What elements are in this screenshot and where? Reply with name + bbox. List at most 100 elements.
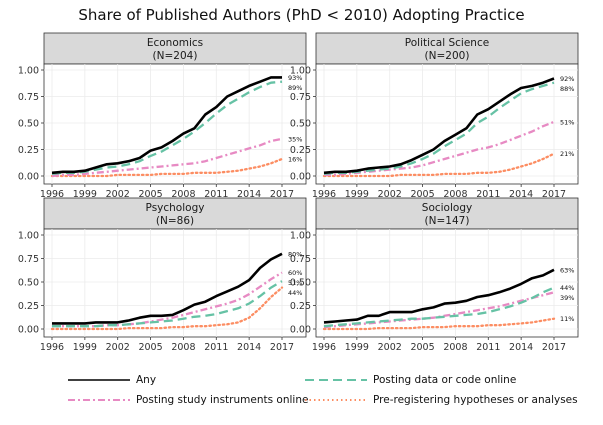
end-label-data: 89%: [288, 84, 302, 92]
x-tick-label: 2011: [476, 342, 500, 353]
y-tick-label: 0.00: [18, 172, 39, 183]
facet-chart: Economics(N=204) 0.00 0.25 0.50 0.75 1.00 1996…: [18, 32, 579, 353]
legend-label-prereg: Pre-registering hypotheses or analyses: [373, 394, 578, 406]
panel-economics: Economics(N=204) 0.00 0.25 0.50 0.75 1.00 1996…: [18, 32, 307, 200]
series-line-data: [323, 286, 555, 328]
facet-title: Economics: [147, 37, 203, 49]
facet-title: Psychology: [146, 202, 205, 214]
facet-strip: [43, 32, 307, 65]
end-label-prereg: 11%: [560, 315, 574, 323]
series-line-instruments: [51, 137, 283, 178]
end-label-any: 80%: [288, 250, 302, 258]
x-tick-label: 2014: [237, 189, 261, 200]
end-label-any: 63%: [560, 266, 574, 274]
end-label-prereg: 21%: [560, 150, 574, 158]
x-tick-label: 2002: [378, 189, 402, 200]
end-label-data: 88%: [560, 85, 574, 93]
x-tick-label: 1996: [40, 189, 64, 200]
x-tick-label: 1999: [345, 342, 369, 353]
legend: Any Posting data or code online Posting …: [0, 370, 603, 422]
y-tick-label: 1.00: [290, 66, 311, 77]
y-tick-label: 0.25: [18, 301, 39, 312]
x-tick-label: 2005: [410, 342, 434, 353]
y-tick-label: 0.00: [290, 325, 311, 336]
x-tick-label: 2008: [443, 342, 467, 353]
x-tick-label: 2005: [138, 189, 162, 200]
x-tick-label: 2014: [237, 342, 261, 353]
legend-label-data: Posting data or code online: [373, 374, 517, 386]
series-line-any: [52, 252, 283, 325]
x-tick-label: 2011: [204, 189, 228, 200]
y-tick-label: 0.75: [18, 92, 39, 103]
legend-item-any: Any: [68, 374, 156, 386]
x-tick-label: 2005: [138, 342, 162, 353]
x-tick-label: 1999: [73, 342, 97, 353]
y-tick-label: 1.00: [290, 231, 311, 242]
panel-sociology: Sociology(N=147) 0.00 0.25 0.50 0.75 1.00 1996…: [290, 197, 579, 353]
facet-subtitle: (N=200): [425, 50, 470, 62]
x-tick-label: 2011: [204, 342, 228, 353]
series-line-prereg: [50, 157, 284, 178]
legend-swatch-data: [305, 379, 367, 381]
x-tick-label: 2017: [542, 189, 566, 200]
series-line-data: [51, 80, 283, 176]
x-tick-label: 2005: [410, 189, 434, 200]
y-tick-label: 0.00: [18, 325, 39, 336]
x-tick-label: 2017: [270, 342, 294, 353]
x-tick-label: 2017: [542, 342, 566, 353]
legend-label-any: Any: [136, 374, 157, 386]
x-tick-label: 1996: [40, 342, 64, 353]
y-tick-label: 0.25: [290, 145, 311, 156]
x-tick-label: 2002: [106, 342, 130, 353]
legend-swatch-any: [68, 379, 130, 381]
chart-title: Share of Published Authors (PhD < 2010) …: [78, 6, 525, 24]
legend-label-instruments: Posting study instruments online: [136, 394, 309, 406]
end-label-any: 93%: [288, 74, 302, 82]
y-tick-label: 0.50: [290, 119, 311, 130]
x-tick-label: 1999: [345, 189, 369, 200]
facet-title: Sociology: [422, 202, 472, 214]
y-tick-label: 0.75: [290, 254, 311, 265]
plot-area: [43, 228, 307, 338]
end-label-any: 92%: [560, 75, 574, 83]
y-tick-label: 0.75: [18, 254, 39, 265]
end-label-prereg: 44%: [288, 289, 302, 297]
end-label-data: 51%: [288, 279, 302, 287]
y-tick-label: 0.00: [290, 172, 311, 183]
facet-title: Political Science: [405, 37, 489, 49]
facet-subtitle: (N=204): [153, 50, 198, 62]
y-tick-label: 0.75: [290, 92, 311, 103]
x-tick-label: 2008: [171, 342, 195, 353]
x-tick-label: 1996: [312, 342, 336, 353]
end-label-instruments: 39%: [560, 294, 574, 302]
series-line-any: [51, 76, 282, 175]
x-tick-label: 2014: [509, 342, 533, 353]
y-tick-label: 0.50: [18, 119, 39, 130]
y-tick-label: 0.50: [290, 278, 311, 289]
plot-area: [315, 63, 579, 185]
y-tick-label: 1.00: [18, 66, 39, 77]
x-tick-label: 2002: [106, 189, 130, 200]
facet-strip: [315, 32, 579, 65]
panel-political-science: Political Science(N=200) 0.00 0.25 0.50 0.75…: [290, 32, 579, 200]
series-line-prereg: [322, 152, 556, 178]
facet-subtitle: (N=86): [156, 215, 194, 227]
panel-psychology: Psychology(N=86) 0.00 0.25 0.50 0.75 1.00 1996…: [18, 197, 307, 353]
y-tick-label: 0.25: [290, 301, 311, 312]
series-line-any: [323, 77, 555, 175]
legend-item-prereg: Pre-registering hypotheses or analyses: [305, 394, 578, 406]
series-line-any: [323, 268, 555, 324]
series-line-instruments: [52, 271, 283, 328]
y-tick-label: 0.25: [18, 145, 39, 156]
end-label-instruments: 60%: [288, 269, 302, 277]
legend-item-data: Posting data or code online: [305, 374, 516, 386]
y-tick-label: 1.00: [18, 231, 39, 242]
end-label-instruments: 35%: [288, 135, 302, 143]
x-tick-label: 2008: [171, 189, 195, 200]
x-tick-label: 2008: [443, 189, 467, 200]
x-tick-label: 2014: [509, 189, 533, 200]
legend-item-instruments: Posting study instruments online: [68, 394, 308, 406]
series-line-data: [52, 280, 283, 328]
facet-subtitle: (N=147): [425, 215, 470, 227]
y-tick-label: 0.50: [18, 278, 39, 289]
